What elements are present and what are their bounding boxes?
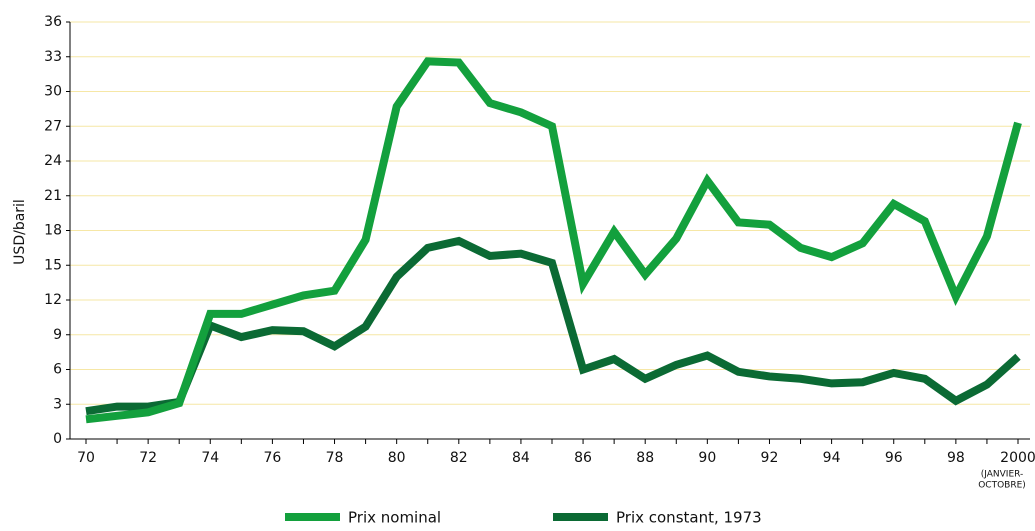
x-tick-label: 84 xyxy=(512,450,530,466)
y-tick-label: 9 xyxy=(53,327,62,343)
x-tick-label: 82 xyxy=(450,450,468,466)
x-tick-label: 72 xyxy=(139,450,157,466)
x-tick-label: 74 xyxy=(201,450,219,466)
x-tick-label: 90 xyxy=(698,450,716,466)
x-tick-label: 96 xyxy=(885,450,903,466)
x-tick-label: 78 xyxy=(326,450,344,466)
legend-label: Prix nominal xyxy=(348,509,441,527)
x-tick-label: 94 xyxy=(823,450,841,466)
x-tick-label: 2000 xyxy=(1000,450,1035,466)
x-tick-label: 86 xyxy=(574,450,592,466)
x-tick-label: 76 xyxy=(263,450,281,466)
y-tick-label: 0 xyxy=(53,431,62,447)
x-tick-label: 70 xyxy=(77,450,95,466)
x-tick-label: 88 xyxy=(636,450,654,466)
y-tick-label: 3 xyxy=(53,396,62,412)
x-tick-label: 92 xyxy=(761,450,779,466)
y-tick-label: 15 xyxy=(44,257,62,273)
y-tick-label: 33 xyxy=(44,49,62,65)
x-tick-label: 98 xyxy=(947,450,965,466)
x-annotation: OCTOBRE) xyxy=(978,481,1026,491)
series-line xyxy=(85,236,1021,416)
y-tick-label: 27 xyxy=(44,118,62,134)
legend-label: Prix constant, 1973 xyxy=(616,509,762,527)
y-tick-label: 36 xyxy=(44,14,62,30)
series-line xyxy=(85,57,1022,424)
y-axis-label: USD/baril xyxy=(12,199,28,265)
x-annotation: (JANVIER- xyxy=(981,470,1024,480)
y-tick-label: 30 xyxy=(44,84,62,100)
y-tick-label: 21 xyxy=(44,188,62,204)
y-tick-label: 6 xyxy=(53,362,62,378)
y-tick-label: 24 xyxy=(44,153,62,169)
x-tick-label: 80 xyxy=(388,450,406,466)
y-tick-label: 12 xyxy=(44,292,62,308)
y-tick-label: 18 xyxy=(44,223,62,239)
